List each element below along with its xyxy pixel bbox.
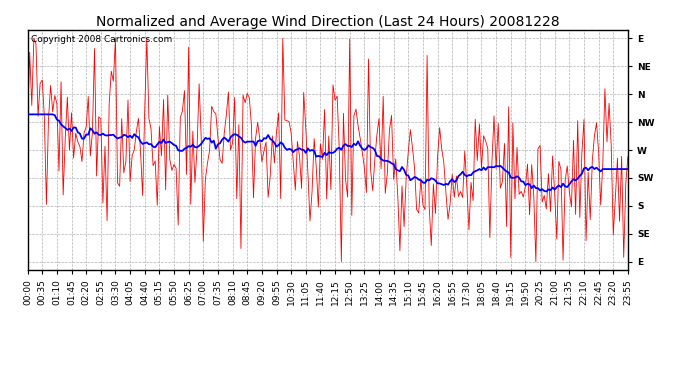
- Title: Normalized and Average Wind Direction (Last 24 Hours) 20081228: Normalized and Average Wind Direction (L…: [96, 15, 560, 29]
- Text: Copyright 2008 Cartronics.com: Copyright 2008 Cartronics.com: [30, 35, 172, 44]
